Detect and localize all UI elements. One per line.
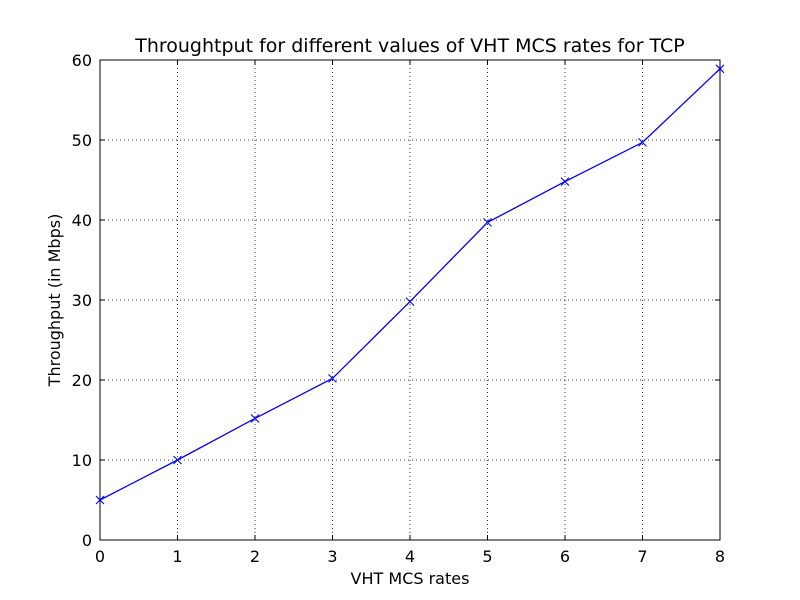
y-axis-label: Throughput (in Mbps) — [45, 214, 64, 388]
data-point — [328, 374, 337, 383]
x-axis-label: VHT MCS rates — [351, 569, 470, 588]
x-axis-ticks: 0 1 2 3 4 5 6 7 8 — [95, 60, 725, 566]
x-tick-label: 4 — [405, 547, 415, 566]
x-tick-label: 6 — [560, 547, 570, 566]
y-tick-label: 20 — [72, 371, 92, 390]
data-point — [173, 455, 182, 465]
x-tick-label: 3 — [327, 547, 337, 566]
x-tick-label: 1 — [172, 547, 182, 566]
chart-title: Throughtput for different values of VHT … — [134, 35, 685, 57]
data-point — [560, 177, 570, 186]
x-tick-label: 2 — [250, 547, 260, 566]
data-point — [405, 297, 415, 306]
x-tick-label: 8 — [715, 547, 725, 566]
y-tick-label: 10 — [72, 451, 92, 470]
series-layer — [95, 64, 725, 505]
data-point — [95, 495, 105, 505]
x-tick-label: 7 — [637, 547, 647, 566]
x-tick-label: 5 — [482, 547, 492, 566]
y-tick-label: 50 — [72, 131, 92, 150]
data-point — [715, 64, 725, 74]
data-point — [483, 218, 492, 227]
data-point — [638, 138, 647, 147]
x-tick-label: 0 — [95, 547, 105, 566]
y-tick-label: 30 — [72, 291, 92, 310]
y-axis-ticks: 0 10 20 30 40 50 60 — [72, 51, 720, 550]
y-tick-label: 0 — [82, 531, 92, 550]
y-tick-label: 60 — [72, 51, 92, 70]
data-point — [250, 414, 260, 423]
grid-lines — [99, 59, 721, 541]
y-tick-label: 40 — [72, 211, 92, 230]
